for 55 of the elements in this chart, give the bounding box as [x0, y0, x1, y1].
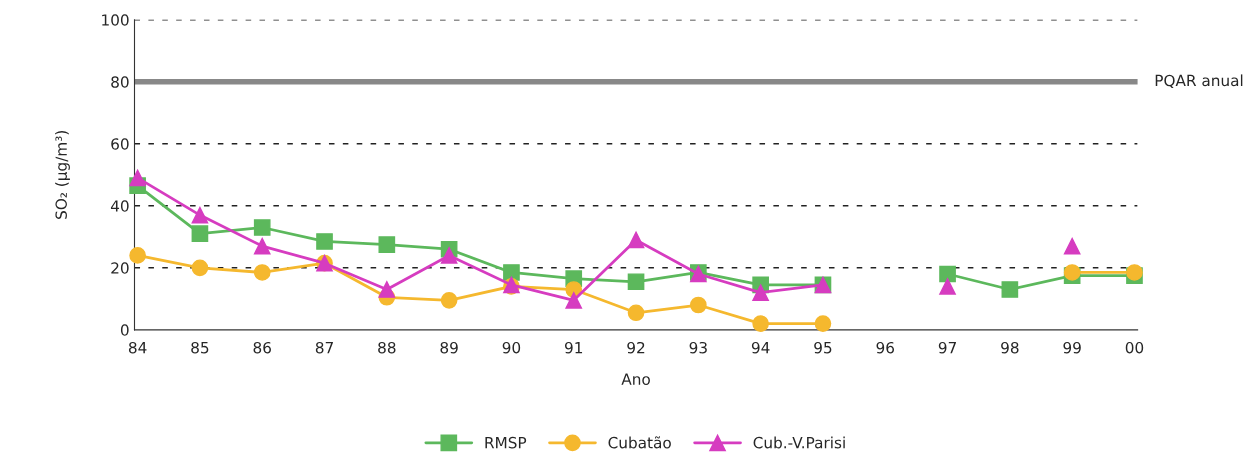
x-tick-label: 88 [378, 341, 396, 354]
point [191, 225, 209, 243]
x-tick-label: 89 [440, 341, 458, 354]
point [814, 315, 832, 332]
y-tick-label: 20 [111, 262, 129, 274]
point [316, 233, 333, 250]
x-tick-label: 86 [253, 341, 271, 354]
y-tick-label: 40 [110, 200, 129, 212]
point [440, 247, 458, 264]
x-tick-label: 95 [814, 341, 832, 354]
point [939, 278, 956, 295]
y-tick-label: 60 [111, 138, 129, 150]
ref-line-label: PQAR anual [1155, 74, 1243, 88]
point [627, 304, 645, 322]
point [565, 292, 583, 309]
y-tick-label: 0 [120, 324, 129, 336]
point [440, 292, 458, 309]
x-tick-label: 91 [564, 341, 583, 354]
x-tick-label: 93 [689, 341, 707, 354]
x-tick-label: 97 [938, 341, 956, 354]
legend-label: RMSP [485, 436, 527, 449]
x-tick-label: 99 [1063, 341, 1081, 354]
point [503, 264, 520, 281]
point [253, 237, 271, 255]
point [253, 264, 271, 281]
point [939, 265, 956, 283]
x-tick-label: 96 [876, 341, 895, 354]
legend-label: Cubatão [608, 436, 671, 449]
point [752, 284, 769, 301]
x-tick-label: 94 [751, 341, 770, 354]
x-tick-label: 92 [627, 341, 645, 354]
y-axis-title: SO₂ (µg/m³) [55, 131, 70, 219]
point [191, 259, 209, 277]
point [690, 296, 707, 314]
x-tick-label: 98 [1001, 341, 1019, 354]
y-tick-label: 80 [111, 76, 129, 88]
point [752, 315, 769, 332]
x-tick-label: 84 [128, 341, 147, 354]
point [627, 231, 645, 249]
point [1063, 237, 1081, 255]
point [253, 219, 271, 236]
x-tick-label: 85 [191, 341, 209, 354]
point [129, 247, 146, 264]
point [627, 273, 645, 291]
x-tick-label: 90 [502, 341, 521, 354]
x-tick-label: 87 [315, 341, 333, 354]
point [191, 206, 209, 224]
point [378, 236, 396, 253]
point [1001, 281, 1019, 298]
point [378, 281, 396, 298]
y-tick-label: 100 [102, 14, 129, 26]
legend-label: Cub.-V.Parisi [753, 436, 845, 449]
point [129, 169, 146, 187]
x-tick-label: 00 [1125, 341, 1144, 354]
x-axis-title: Ano [621, 373, 650, 385]
